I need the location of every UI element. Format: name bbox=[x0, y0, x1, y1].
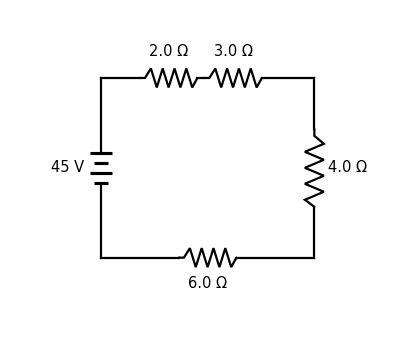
Text: 4.0 Ω: 4.0 Ω bbox=[328, 160, 367, 175]
Text: 6.0 Ω: 6.0 Ω bbox=[188, 276, 227, 291]
Text: 3.0 Ω: 3.0 Ω bbox=[213, 44, 252, 59]
Text: 2.0 Ω: 2.0 Ω bbox=[149, 44, 188, 59]
Text: 45 V: 45 V bbox=[51, 160, 84, 175]
